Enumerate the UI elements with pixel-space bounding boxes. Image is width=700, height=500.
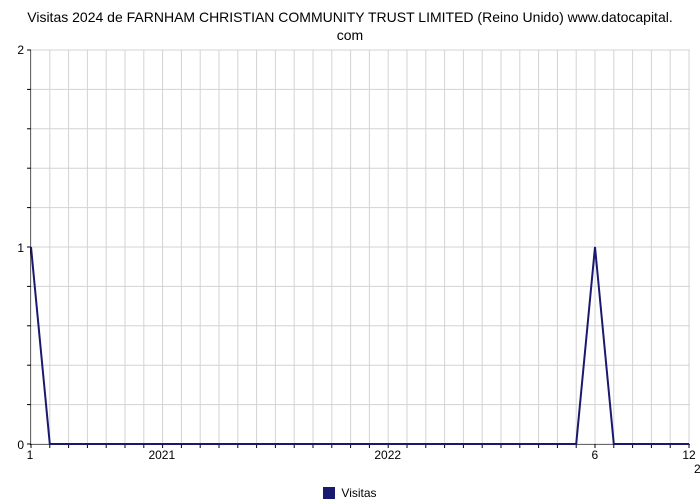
xtick-label: 12	[682, 448, 695, 462]
legend: Visitas	[0, 486, 700, 500]
chart-title-line2: com	[337, 27, 363, 43]
ytick-label: 0	[17, 438, 24, 452]
legend-swatch	[323, 487, 335, 499]
xtick-label: 2021	[148, 448, 175, 462]
chart-title-line1: Visitas 2024 de FARNHAM CHRISTIAN COMMUN…	[27, 9, 672, 25]
legend-label: Visitas	[341, 486, 376, 500]
series-line	[31, 247, 689, 444]
xtick-label: 6	[592, 448, 599, 462]
chart-title: Visitas 2024 de FARNHAM CHRISTIAN COMMUN…	[0, 8, 700, 44]
plot-area	[30, 50, 690, 445]
chart-svg	[31, 50, 690, 444]
xtick-label: 202	[694, 462, 700, 476]
chart-container: Visitas 2024 de FARNHAM CHRISTIAN COMMUN…	[0, 0, 700, 500]
xtick-label: 1	[27, 448, 34, 462]
ytick-label: 1	[17, 241, 24, 255]
ytick-label: 2	[17, 43, 24, 57]
xtick-label: 2022	[374, 448, 401, 462]
